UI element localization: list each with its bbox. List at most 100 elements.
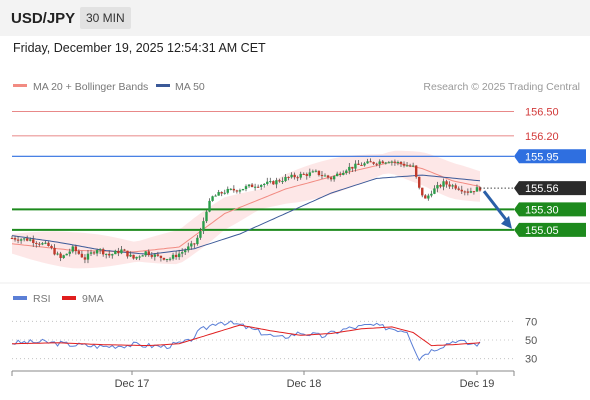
- candle-body: [101, 249, 105, 255]
- candle-body: [117, 250, 120, 254]
- rsi-tick-label: 30: [525, 354, 537, 366]
- level-label-1: 156.20: [525, 131, 559, 143]
- candle-body: [284, 176, 287, 182]
- timeframe-badge[interactable]: 30 MIN: [80, 7, 131, 29]
- candle-body: [454, 185, 457, 189]
- time-axis-label: Dec 18: [287, 378, 322, 390]
- candle-body: [253, 186, 257, 188]
- candle-body: [296, 177, 299, 179]
- rsi-layer: 70 50 30: [11, 316, 537, 366]
- candle-body: [105, 253, 108, 255]
- candle-body: [317, 170, 321, 176]
- level-label-3: 155.30: [525, 204, 559, 216]
- candle-body: [436, 185, 439, 189]
- candle-body: [427, 195, 430, 199]
- candle-body: [180, 252, 184, 254]
- candle-body: [226, 188, 229, 193]
- candle-body: [53, 247, 56, 255]
- candle-body: [98, 249, 102, 251]
- candle-body: [293, 174, 296, 178]
- ma50-legend-label: MA 50: [175, 81, 205, 93]
- candles-layer: [10, 158, 482, 264]
- candle-body: [408, 165, 412, 167]
- candle-body: [457, 188, 460, 190]
- candle-body: [396, 162, 400, 163]
- candle-body: [299, 173, 302, 178]
- candle-body: [89, 252, 93, 254]
- candle-body: [187, 246, 190, 251]
- candle-body: [342, 172, 345, 175]
- candle-body: [153, 254, 157, 257]
- candle-body: [375, 163, 378, 165]
- candle-body: [171, 254, 175, 259]
- candle-body: [256, 186, 260, 188]
- ma50-line: [11, 174, 481, 255]
- level-tag-3: [514, 202, 586, 217]
- candle-body: [305, 174, 308, 176]
- time-axis: Dec 17 Dec 18 Dec 19: [11, 370, 515, 390]
- candle-body: [302, 173, 305, 175]
- candle-body: [150, 255, 153, 257]
- rsi-ma-legend-swatch: [62, 296, 76, 300]
- candle-body: [287, 176, 290, 178]
- candle-body: [247, 184, 251, 187]
- candle-body: [56, 253, 59, 255]
- candle-body: [174, 254, 178, 258]
- candle-body: [311, 171, 315, 173]
- credit-label: Research © 2025 Trading Central: [423, 81, 580, 93]
- moving-average-layer: [11, 161, 481, 255]
- header-bar: USD/JPY 30 MIN: [0, 0, 590, 36]
- candle-body: [332, 176, 336, 180]
- candle-body: [269, 181, 272, 183]
- level-label-4: 155.05: [525, 225, 559, 237]
- candle-body: [220, 192, 223, 194]
- candle-body: [314, 170, 318, 172]
- candle-body: [71, 246, 74, 252]
- level-tag-2: [514, 149, 586, 164]
- candle-body: [384, 162, 387, 164]
- candle-body: [229, 188, 233, 190]
- candle-body: [272, 181, 275, 185]
- ma50-legend-swatch: [156, 84, 170, 87]
- candle-body: [129, 254, 132, 257]
- candle-body: [390, 161, 394, 163]
- candle-body: [193, 243, 196, 245]
- candle-body: [448, 184, 451, 187]
- candle-body: [366, 161, 369, 164]
- candle-body: [281, 181, 284, 183]
- candle-body: [22, 238, 26, 240]
- candle-body: [114, 250, 117, 255]
- candle-body: [348, 166, 351, 171]
- candle-body: [323, 175, 327, 177]
- candle-body: [244, 186, 248, 190]
- candle-body: [263, 183, 266, 186]
- level-label-2: 155.95: [525, 151, 559, 163]
- candle-body: [414, 165, 418, 177]
- candle-body: [83, 257, 87, 260]
- rsi-legend-swatch: [13, 296, 27, 300]
- candle-body: [199, 231, 202, 238]
- candle-body: [10, 238, 14, 240]
- candle-body: [223, 192, 226, 194]
- candle-body: [38, 243, 41, 245]
- candle-body: [205, 211, 208, 222]
- level-tag-4: [514, 222, 586, 237]
- candle-body: [111, 254, 114, 256]
- candle-body: [68, 251, 71, 254]
- ma20-legend-swatch: [13, 84, 27, 87]
- rsi-tick-label: 70: [525, 316, 537, 328]
- candle-body: [211, 196, 214, 201]
- candle-body: [290, 174, 293, 178]
- candle-body: [469, 191, 473, 193]
- candle-body: [41, 243, 44, 245]
- candle-body: [478, 187, 482, 191]
- candle-body: [430, 193, 433, 196]
- candle-body: [13, 238, 17, 240]
- candle-body: [369, 161, 372, 163]
- candle-body: [351, 166, 354, 169]
- candle-body: [235, 190, 239, 192]
- candle-body: [177, 253, 181, 258]
- candle-body: [320, 175, 324, 177]
- candle-body: [411, 165, 415, 167]
